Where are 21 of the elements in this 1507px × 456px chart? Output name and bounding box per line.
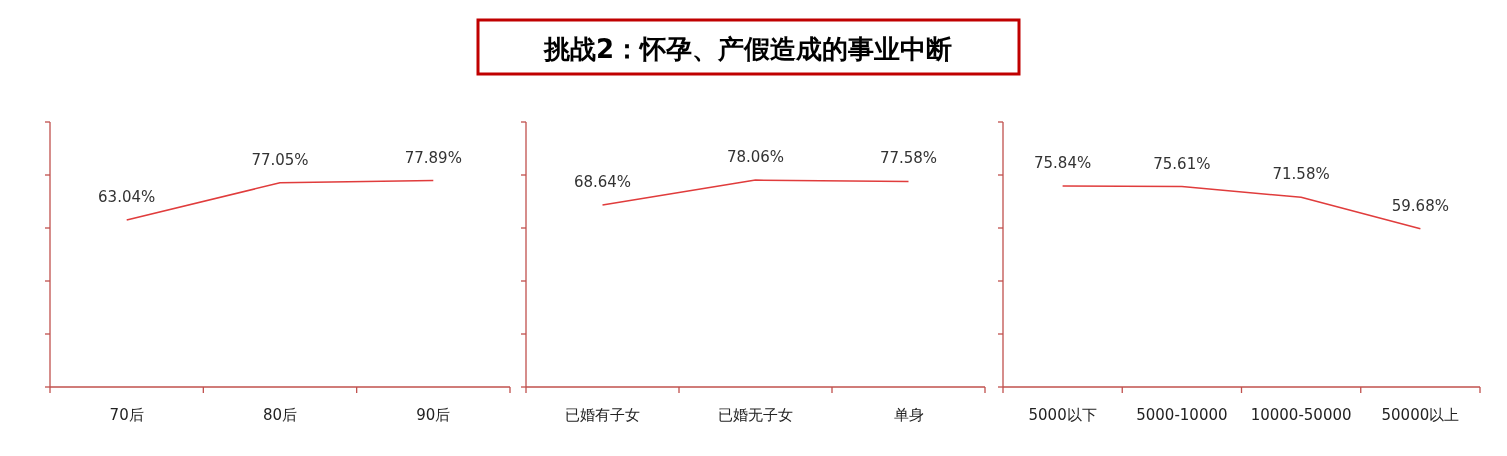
x-tick-label: 10000-50000	[1250, 406, 1352, 424]
x-tick-label: 5000-10000	[1136, 406, 1228, 424]
data-label: 78.06%	[726, 148, 785, 167]
data-label: 75.61%	[1153, 154, 1211, 173]
data-label: 68.64%	[573, 173, 632, 192]
x-tick-label: 5000以下	[1028, 406, 1097, 424]
data-label: 63.04%	[98, 187, 156, 206]
chart-title: 挑战2：怀孕、产假造成的事业中断	[542, 34, 953, 64]
data-label: 75.84%	[1034, 154, 1092, 173]
data-label: 77.89%	[404, 148, 462, 167]
x-tick-label: 70后	[109, 406, 144, 424]
x-tick-label: 90后	[416, 406, 451, 424]
x-tick-label: 单身	[893, 406, 924, 424]
data-label: 77.58%	[879, 149, 938, 168]
data-label: 77.05%	[251, 150, 309, 169]
data-label: 71.58%	[1272, 165, 1330, 184]
data-label: 59.68%	[1391, 196, 1449, 215]
x-tick-label: 80后	[262, 406, 298, 424]
x-tick-label: 已婚有子女	[565, 406, 640, 424]
x-tick-label: 50000以上	[1381, 406, 1460, 424]
x-tick-label: 已婚无子女	[718, 406, 793, 424]
